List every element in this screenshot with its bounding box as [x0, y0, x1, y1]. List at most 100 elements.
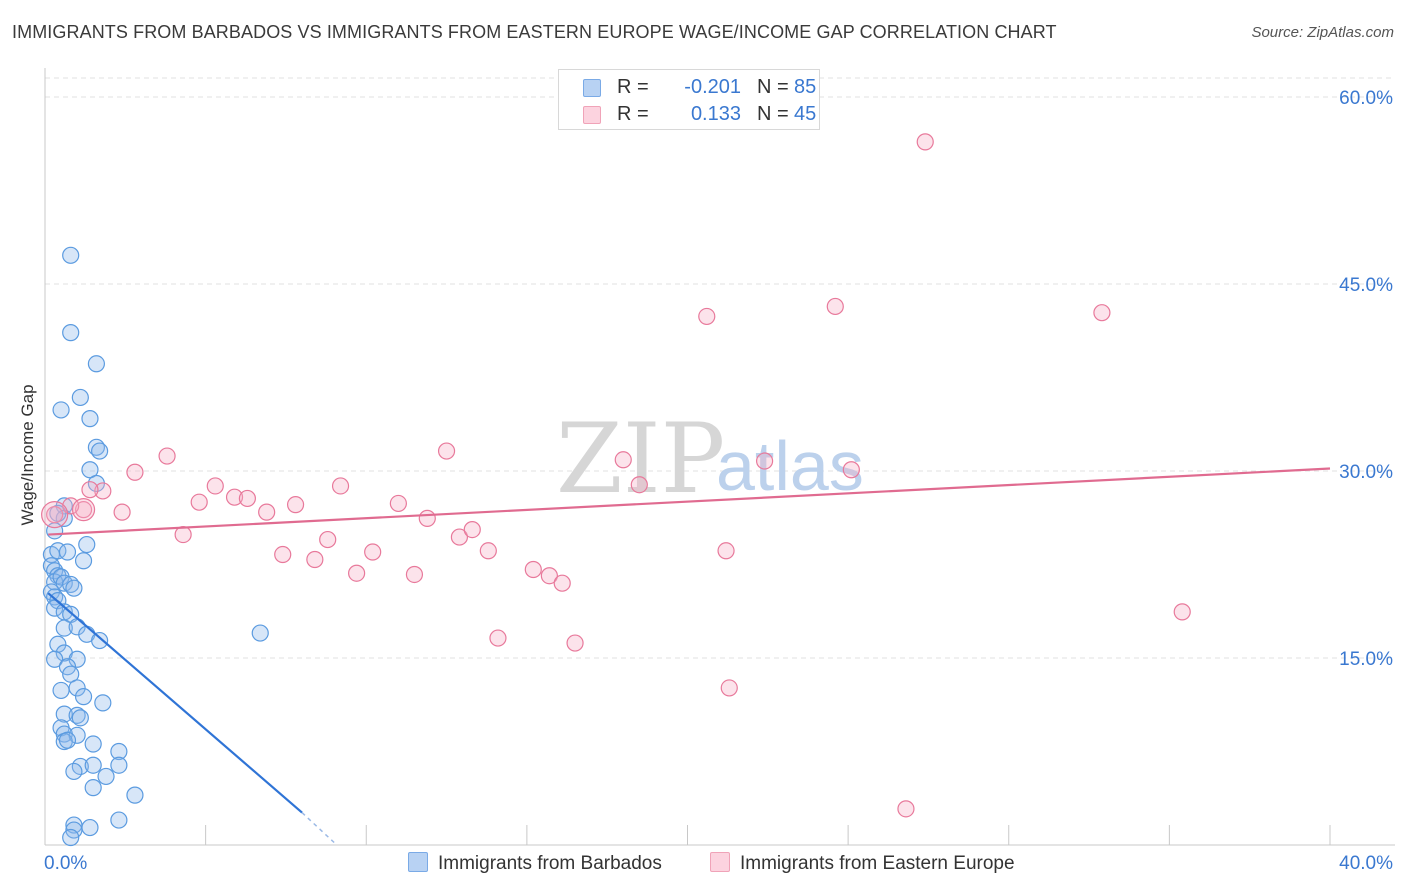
axes	[44, 68, 1395, 846]
point-barbados	[91, 442, 109, 460]
bottom-legend-swatch-barbados	[408, 852, 428, 872]
point-eastern-europe	[540, 567, 558, 585]
point-barbados	[78, 535, 96, 554]
trend-line-barbados-extension	[301, 812, 335, 844]
correlation-legend: R = -0.201 N = 85 R = 0.133 N = 45	[558, 69, 820, 130]
point-barbados	[52, 401, 70, 419]
point-barbados	[84, 756, 102, 774]
point-eastern-europe	[437, 442, 456, 460]
point-eastern-europe	[81, 481, 99, 499]
point-barbados	[97, 767, 115, 786]
point-barbados	[110, 811, 128, 829]
bottom-legend-eastern-europe: Immigrants from Eastern Europe	[710, 852, 1015, 875]
point-eastern-europe	[463, 520, 481, 539]
point-eastern-europe	[566, 634, 584, 652]
point-barbados	[126, 786, 144, 804]
y-tick-label: 45.0%	[1339, 275, 1393, 296]
watermark: ZIP atlas	[556, 403, 864, 515]
point-eastern-europe	[319, 530, 337, 549]
legend-r-value: -0.201	[684, 76, 741, 98]
point-barbados	[110, 742, 128, 761]
point-barbados	[84, 779, 102, 797]
point-eastern-europe	[41, 501, 69, 529]
point-eastern-europe	[364, 543, 382, 561]
legend-n-value: 45	[794, 103, 817, 125]
point-eastern-europe	[842, 461, 860, 479]
point-eastern-europe	[916, 133, 934, 151]
point-barbados	[42, 557, 61, 575]
point-eastern-europe	[405, 565, 424, 584]
point-eastern-europe	[286, 496, 305, 514]
point-barbados	[81, 410, 99, 428]
legend-n-value: 85	[794, 76, 817, 98]
point-eastern-europe	[206, 477, 224, 495]
trend-line-barbados	[47, 592, 303, 814]
point-eastern-europe	[1173, 603, 1191, 621]
point-eastern-europe	[897, 800, 915, 818]
point-barbados	[58, 543, 77, 561]
x-tick-label: 0.0%	[44, 853, 87, 874]
bottom-legend-label-barbados: Immigrants from Barbados	[438, 853, 662, 874]
y-axis-label: Wage/Income Gap	[18, 384, 37, 526]
point-eastern-europe	[190, 493, 208, 511]
trend-line-eastern-europe	[48, 467, 1331, 536]
point-barbados	[94, 694, 112, 712]
trend-lines	[47, 467, 1331, 844]
point-eastern-europe	[489, 629, 507, 647]
point-eastern-europe	[755, 452, 774, 470]
point-eastern-europe	[1093, 304, 1111, 322]
point-barbados	[62, 324, 80, 342]
legend-swatch-barbados	[583, 79, 601, 97]
point-barbados	[87, 355, 106, 373]
point-barbados	[62, 246, 80, 264]
legend-r-value: 0.133	[690, 103, 741, 125]
point-eastern-europe	[826, 297, 844, 316]
y-tick-label: 15.0%	[1339, 649, 1393, 670]
bottom-legend-label-eastern-europe: Immigrants from Eastern Europe	[740, 853, 1015, 874]
point-barbados	[68, 706, 86, 724]
x-tick-label: 40.0%	[1339, 853, 1393, 874]
point-barbados	[71, 709, 89, 727]
point-barbados	[65, 579, 83, 597]
watermark-atlas: atlas	[716, 427, 864, 505]
point-barbados	[71, 388, 89, 407]
point-eastern-europe	[74, 501, 93, 519]
point-eastern-europe	[389, 494, 407, 513]
point-barbados	[91, 631, 109, 650]
data-points	[41, 133, 1191, 847]
point-eastern-europe	[479, 542, 497, 560]
point-barbados	[65, 762, 83, 781]
y-tick-label: 60.0%	[1339, 88, 1393, 109]
point-eastern-europe	[348, 564, 366, 582]
grid-lines	[45, 77, 1395, 659]
watermark-zip: ZIP	[556, 403, 725, 515]
point-barbados	[68, 679, 86, 697]
point-eastern-europe	[553, 574, 571, 592]
point-eastern-europe	[94, 482, 112, 500]
point-barbados	[42, 583, 61, 601]
point-eastern-europe	[630, 476, 648, 494]
point-barbados	[84, 735, 102, 753]
point-eastern-europe	[126, 463, 144, 481]
point-eastern-europe	[158, 447, 176, 465]
legend-n-label: N =	[757, 103, 789, 125]
point-eastern-europe	[698, 307, 716, 326]
legend-r-label: R =	[617, 76, 649, 98]
point-barbados	[55, 574, 73, 592]
y-tick-label: 30.0%	[1339, 462, 1393, 483]
point-eastern-europe	[717, 542, 735, 560]
point-eastern-europe	[238, 489, 256, 508]
bottom-legend-barbados: Immigrants from Barbados	[408, 852, 662, 875]
point-barbados	[81, 818, 99, 837]
bottom-legend-swatch-eastern-europe	[710, 852, 730, 872]
point-eastern-europe	[225, 488, 244, 506]
point-eastern-europe	[46, 506, 64, 524]
point-eastern-europe	[524, 560, 542, 579]
source-credit: Source: ZipAtlas.com	[1251, 24, 1394, 41]
point-barbados	[55, 705, 73, 723]
legend-n-label: N =	[757, 76, 789, 98]
point-eastern-europe	[258, 503, 276, 521]
point-barbados	[62, 828, 80, 847]
point-barbados	[55, 619, 73, 637]
